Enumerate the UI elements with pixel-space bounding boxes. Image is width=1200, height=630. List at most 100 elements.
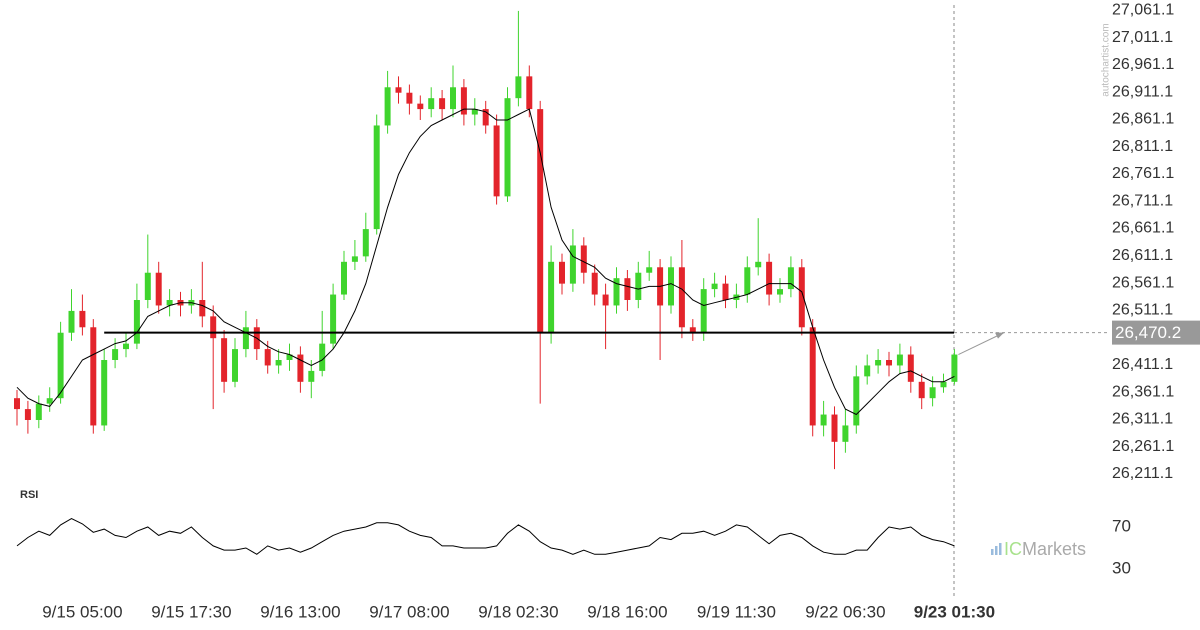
candle-body xyxy=(646,267,653,273)
candle-body xyxy=(275,360,282,366)
candle-body xyxy=(133,300,140,344)
candle-body xyxy=(166,300,173,306)
candle-body xyxy=(264,349,271,366)
candle-body xyxy=(559,261,565,284)
x-tick-label: 9/15 05:00 xyxy=(42,602,122,621)
candle-body xyxy=(602,294,609,306)
candle-body xyxy=(155,272,162,306)
candle-body xyxy=(624,278,631,300)
x-tick-label: 9/23 01:30 xyxy=(914,602,995,621)
candle-body xyxy=(210,316,217,339)
candle-body xyxy=(613,278,620,306)
candle-body xyxy=(68,310,75,333)
candle-body xyxy=(875,360,882,366)
candle-body xyxy=(35,403,42,420)
candle-body xyxy=(809,327,816,426)
y-tick-label: 27,011.1 xyxy=(1112,29,1173,46)
candle-body xyxy=(90,327,97,426)
x-tick-label: 9/17 08:00 xyxy=(369,602,449,621)
candle-body xyxy=(929,387,936,399)
price-tag-label: 26,470.2 xyxy=(1115,323,1181,342)
y-tick-label: 26,961.1 xyxy=(1112,56,1174,73)
y-tick-label: 26,361.1 xyxy=(1112,383,1174,400)
y-tick-label: 26,661.1 xyxy=(1112,220,1174,237)
candle-body xyxy=(504,98,511,197)
candle-body xyxy=(722,283,729,300)
y-tick-label: 26,311.1 xyxy=(1112,411,1173,428)
candle-body xyxy=(351,256,358,262)
moving-average-line xyxy=(16,108,955,416)
logo-suffix: Markets xyxy=(1022,539,1086,559)
candle-body xyxy=(907,354,914,382)
rsi-line xyxy=(16,518,955,555)
candle-body xyxy=(700,289,707,333)
candle-body xyxy=(548,261,555,333)
logo-bar xyxy=(991,549,994,555)
x-tick-label: 9/19 11:30 xyxy=(697,602,776,621)
candle-body xyxy=(940,381,947,388)
candle-body xyxy=(886,360,892,366)
y-tick-label: 26,861.1 xyxy=(1112,111,1174,128)
candle-body xyxy=(471,109,478,115)
candle-body xyxy=(439,98,446,110)
candle-body xyxy=(232,349,238,382)
candle-body xyxy=(428,98,435,110)
x-tick-label: 9/18 02:30 xyxy=(478,602,558,621)
logo-prefix: IC xyxy=(1004,539,1022,559)
candle-body xyxy=(450,87,456,110)
x-tick-label: 9/22 06:30 xyxy=(805,602,885,621)
candle-body xyxy=(384,87,391,126)
candle-body xyxy=(373,125,380,230)
candle-body xyxy=(101,360,108,426)
candle-body xyxy=(112,349,119,360)
candle-body xyxy=(798,267,805,328)
candle-body xyxy=(831,414,838,442)
candle-body xyxy=(286,354,293,360)
candle-body xyxy=(526,76,533,110)
candle-body xyxy=(79,310,86,328)
candle-body xyxy=(787,267,794,290)
candle-body xyxy=(341,261,347,295)
candle-body xyxy=(635,272,642,300)
candle-body xyxy=(896,354,903,366)
candle-body xyxy=(482,109,489,126)
candle-body xyxy=(417,103,424,110)
y-tick-label: 26,911.1 xyxy=(1112,83,1173,100)
candle-body xyxy=(24,409,31,420)
candle-body xyxy=(744,267,751,295)
indicator-tick-label: 70 xyxy=(1112,516,1131,535)
y-tick-label: 26,611.1 xyxy=(1112,247,1173,264)
candle-body xyxy=(46,398,53,404)
y-tick-label: 26,511.1 xyxy=(1112,302,1173,319)
candle-body xyxy=(580,245,587,273)
candle-body xyxy=(537,109,544,333)
candle-body xyxy=(820,414,827,426)
price-tag xyxy=(1112,320,1200,345)
candle-body xyxy=(242,327,249,350)
candle-body xyxy=(144,272,151,300)
candle-body xyxy=(842,425,849,442)
candle-body xyxy=(864,365,871,377)
x-tick-label: 9/15 17:30 xyxy=(151,602,231,621)
candle-body xyxy=(221,338,228,382)
logo-bar xyxy=(995,546,998,555)
x-tick-label: 9/18 16:00 xyxy=(587,602,667,621)
y-tick-label: 26,811.1 xyxy=(1112,138,1173,155)
candle-body xyxy=(853,376,860,426)
arrow-head xyxy=(995,332,1004,339)
indicator-label: RSI xyxy=(20,489,38,501)
candle-body xyxy=(689,327,696,333)
candle-body xyxy=(569,245,576,284)
candle-body xyxy=(951,354,958,382)
candle-body xyxy=(678,267,685,328)
logo: ICMarkets xyxy=(991,539,1086,559)
candle-body xyxy=(766,261,773,295)
y-tick-label: 26,261.1 xyxy=(1112,438,1174,455)
y-tick-label: 27,061.1 xyxy=(1112,2,1174,19)
candle-body xyxy=(711,283,718,290)
y-tick-label: 26,211.1 xyxy=(1112,465,1173,482)
candle-body xyxy=(57,332,64,399)
candle-body xyxy=(297,354,304,382)
candle-body xyxy=(330,294,337,344)
